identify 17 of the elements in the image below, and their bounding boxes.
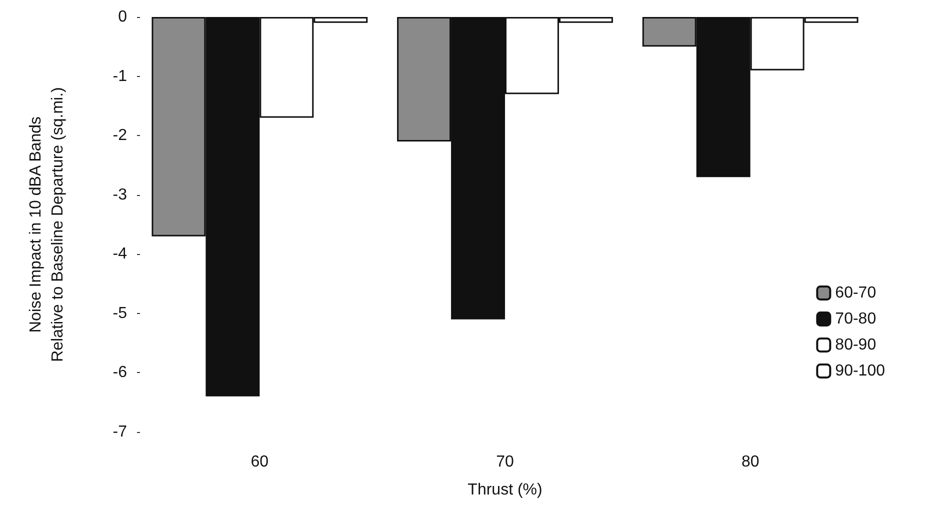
legend-label: 70-80 <box>835 310 876 328</box>
x-tick-label: 80 <box>741 454 760 470</box>
x-axis-title: Thrust (%) <box>468 482 542 498</box>
y-axis-title: Noise Impact in 10 dBA Bands Relative to Baseline Departure (sq.mi.) <box>28 87 66 362</box>
y-tick-label: -3 <box>112 186 128 204</box>
y-tick-label: -2 <box>112 127 128 144</box>
y-tick-label: -1 <box>112 68 128 85</box>
y-tick-label: -6 <box>112 364 128 382</box>
x-tick-label: 70 <box>496 454 514 470</box>
y-tick-label: -4 <box>112 246 128 263</box>
y-tick-label: -5 <box>112 304 128 322</box>
legend-label: 60-70 <box>835 284 876 302</box>
y-tick-label: -7 <box>112 424 128 440</box>
legend-label: 80-90 <box>835 336 876 354</box>
x-tick-label: 60 <box>250 454 269 470</box>
y-tick-label: 0 <box>118 8 128 26</box>
legend-label: 90-100 <box>835 362 886 380</box>
